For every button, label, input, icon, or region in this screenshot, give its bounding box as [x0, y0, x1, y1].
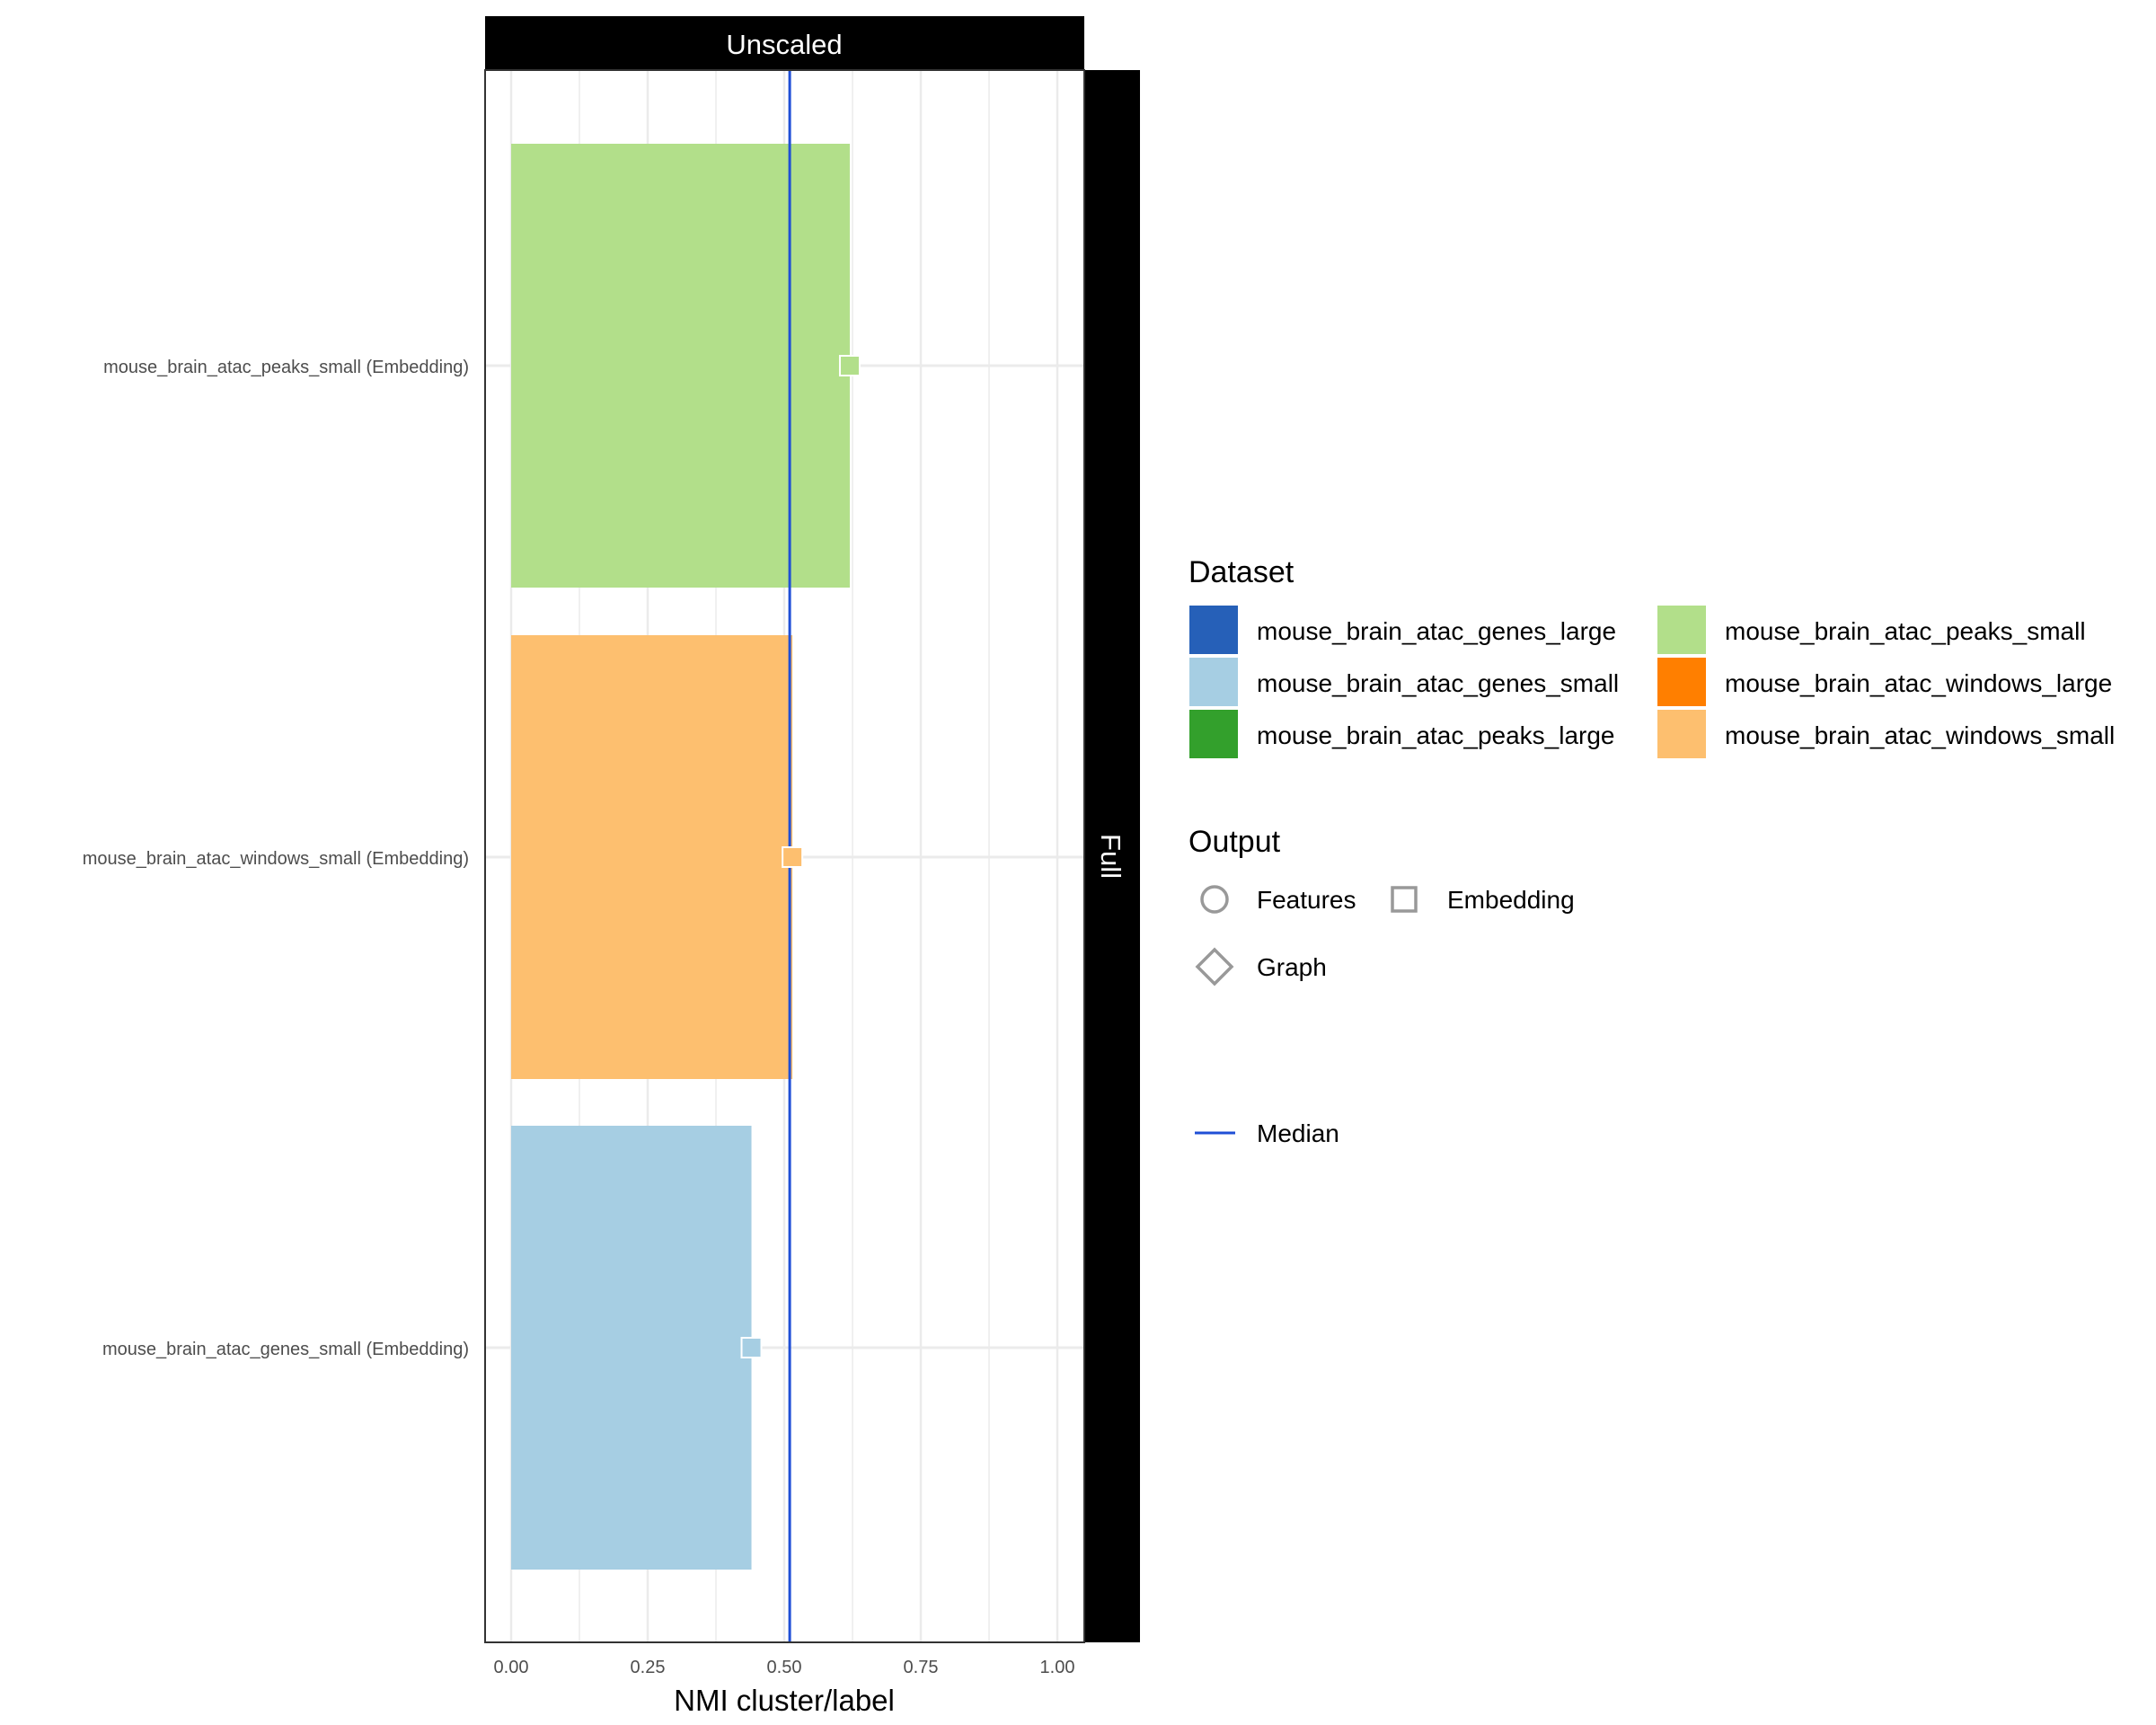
value-marker	[838, 355, 861, 376]
legend-dataset-label: mouse_brain_atac_genes_small	[1257, 669, 1619, 697]
legend-dataset-label: mouse_brain_atac_peaks_large	[1257, 721, 1615, 749]
y-tick-label: mouse_brain_atac_genes_small (Embedding)	[102, 1340, 469, 1359]
panel-border	[484, 69, 1085, 1643]
legend-output: Features Embedding Graph	[1195, 885, 1575, 986]
legend-dataset-key	[1656, 708, 1708, 760]
legend-dataset-key	[1656, 604, 1708, 656]
legend-dataset-label: mouse_brain_atac_windows_small	[1725, 721, 2115, 749]
x-tick-label: 0.50	[767, 1658, 802, 1677]
legend-dataset-key	[1656, 656, 1708, 708]
value-markers	[740, 355, 861, 1358]
legend-output-label: Features	[1257, 886, 1356, 914]
value-marker	[740, 1337, 763, 1358]
x-tick-label: 0.00	[494, 1658, 529, 1677]
legend-output-square-key	[1391, 886, 1418, 913]
x-axis-label: NMI cluster/label	[674, 1684, 895, 1717]
legend-output-label: Graph	[1257, 953, 1327, 981]
bar	[511, 635, 793, 1079]
x-tick-label: 1.00	[1040, 1658, 1075, 1677]
y-tick-labels: mouse_brain_atac_peaks_small (Embedding)…	[83, 358, 469, 1359]
x-tick-label: 0.25	[631, 1658, 666, 1677]
legend-dataset-label: mouse_brain_atac_genes_large	[1257, 617, 1616, 645]
legend-dataset: mouse_brain_atac_genes_large mouse_brain_…	[1188, 604, 2115, 760]
facet-side-strip	[1084, 70, 1140, 1642]
value-marker	[782, 846, 804, 868]
legend-output-diamond-key	[1195, 947, 1234, 986]
bars	[511, 144, 850, 1570]
legend-output-title: Output	[1188, 825, 1281, 859]
legend-median-label: Median	[1257, 1119, 1339, 1147]
facet-top-strip	[485, 16, 1084, 70]
bar	[511, 144, 850, 588]
legend-output-circle-key	[1200, 885, 1229, 914]
legend-dataset-title: Dataset	[1188, 555, 1294, 589]
legend-dataset-key	[1188, 656, 1240, 708]
bar	[511, 1126, 752, 1570]
x-tick-label: 0.75	[904, 1658, 939, 1677]
x-tick-labels: 0.00 0.25 0.50 0.75 1.00	[494, 1658, 1075, 1677]
legend-output-label: Embedding	[1447, 886, 1575, 914]
facet-top-label: Unscaled	[726, 29, 842, 60]
legend-dataset-key	[1188, 708, 1240, 760]
legend-dataset-label: mouse_brain_atac_peaks_small	[1725, 617, 2086, 645]
legend-dataset-key	[1188, 604, 1240, 656]
legend-dataset-label: mouse_brain_atac_windows_large	[1725, 669, 2112, 697]
y-tick-label: mouse_brain_atac_peaks_small (Embedding)	[103, 358, 469, 377]
y-tick-label: mouse_brain_atac_windows_small (Embeddin…	[83, 849, 469, 869]
facet-side-label: Full	[1095, 834, 1127, 879]
